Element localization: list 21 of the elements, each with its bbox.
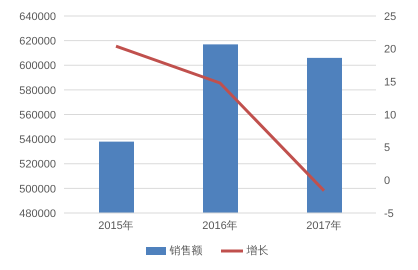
x-tick-label: 2015年 bbox=[98, 220, 134, 232]
y2-tick-label: -5 bbox=[384, 208, 394, 220]
y-tick-label: 540000 bbox=[19, 134, 56, 146]
y-tick-label: 500000 bbox=[19, 183, 56, 196]
y-tick-label: 480000 bbox=[19, 208, 56, 220]
y-tick-label: 640000 bbox=[19, 10, 56, 23]
x-tick-label: 2017年 bbox=[306, 220, 342, 232]
x-tick-label: 2016年 bbox=[202, 220, 238, 232]
y2-tick-label: 0 bbox=[384, 175, 390, 188]
y2-tick-label: 15 bbox=[384, 76, 396, 89]
y2-tick-label: 25 bbox=[384, 10, 396, 23]
y-tick-label: 600000 bbox=[19, 60, 56, 72]
y2-tick-label: 20 bbox=[384, 44, 396, 56]
y2-tick-label: 10 bbox=[384, 109, 396, 122]
legend-label: 销售额 bbox=[170, 244, 202, 258]
y-tick-label: 560000 bbox=[19, 109, 56, 122]
legend-label: 增长 bbox=[246, 244, 268, 258]
y-tick-label: 580000 bbox=[19, 84, 56, 97]
y-tick-label: 620000 bbox=[19, 36, 56, 48]
y2-tick-label: 5 bbox=[384, 142, 390, 154]
y-tick-label: 520000 bbox=[19, 158, 56, 171]
